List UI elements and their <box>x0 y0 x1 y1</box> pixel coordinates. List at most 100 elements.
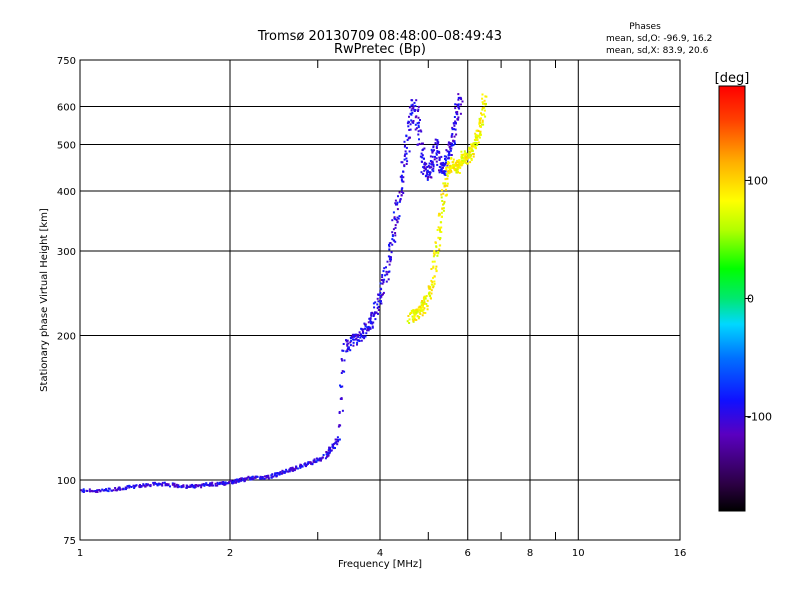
data-point <box>376 307 379 309</box>
data-point <box>94 490 97 493</box>
data-point <box>327 453 330 456</box>
data-point <box>456 103 458 106</box>
data-point <box>469 161 472 164</box>
data-point <box>288 470 291 473</box>
data-point <box>418 316 421 318</box>
data-point <box>276 472 279 474</box>
data-point <box>174 485 177 488</box>
data-point <box>439 221 442 224</box>
data-point <box>128 486 131 489</box>
data-point <box>411 111 414 114</box>
data-point <box>454 120 457 123</box>
data-point <box>209 483 212 486</box>
data-point <box>400 188 403 191</box>
data-point <box>447 163 450 166</box>
data-point <box>433 253 436 256</box>
x-tick-label: 8 <box>527 548 533 559</box>
data-point <box>404 150 407 153</box>
grid-lines <box>80 60 680 540</box>
data-point <box>466 162 469 165</box>
data-point <box>454 162 457 165</box>
data-point <box>219 481 221 484</box>
data-point <box>450 170 453 173</box>
data-point <box>472 145 475 148</box>
data-point <box>469 155 472 158</box>
data-point <box>461 156 464 159</box>
data-point <box>408 322 411 324</box>
data-point <box>422 172 425 175</box>
data-point <box>438 244 441 247</box>
data-point <box>346 343 349 346</box>
data-point <box>404 144 406 147</box>
data-point <box>193 486 196 489</box>
data-point <box>367 327 369 330</box>
data-point <box>161 481 164 484</box>
data-point <box>345 340 348 343</box>
data-point <box>469 154 472 157</box>
data-point <box>390 256 392 259</box>
data-point <box>402 176 405 179</box>
data-point <box>476 134 479 137</box>
data-point <box>369 317 372 320</box>
data-point <box>416 122 419 125</box>
data-point <box>200 486 203 489</box>
data-point <box>460 150 463 153</box>
data-point <box>271 475 274 478</box>
data-point <box>432 286 435 289</box>
data-point <box>239 477 242 480</box>
data-point <box>410 109 413 112</box>
data-point <box>410 119 413 122</box>
data-point <box>340 372 343 374</box>
data-point <box>460 98 463 101</box>
data-point <box>414 318 416 321</box>
data-point <box>401 180 404 183</box>
data-point <box>364 327 367 330</box>
data-point <box>433 282 436 285</box>
data-point <box>420 306 423 309</box>
data-point <box>422 148 425 151</box>
data-point <box>362 335 365 338</box>
data-point <box>406 160 409 163</box>
data-point <box>435 147 438 149</box>
data-point <box>112 489 115 492</box>
data-point <box>145 484 148 487</box>
data-point <box>352 344 355 347</box>
data-point <box>443 164 446 167</box>
data-point <box>233 480 236 483</box>
data-point <box>431 281 434 284</box>
x-tick-label: 2 <box>227 548 233 559</box>
data-point <box>436 254 439 257</box>
data-point <box>445 173 448 176</box>
data-point <box>428 162 431 165</box>
data-point <box>221 483 224 485</box>
data-point <box>438 248 441 251</box>
data-point <box>352 335 355 338</box>
data-point <box>454 128 457 131</box>
data-point <box>417 116 420 119</box>
data-point <box>197 484 199 487</box>
data-point <box>125 488 127 491</box>
data-point <box>428 173 431 176</box>
data-point <box>472 155 475 158</box>
data-point <box>459 96 462 99</box>
data-point <box>182 484 185 487</box>
data-point <box>403 164 406 167</box>
data-point <box>453 164 455 167</box>
data-point <box>417 105 420 108</box>
data-point <box>460 153 463 156</box>
data-point <box>442 170 445 173</box>
data-point <box>388 263 391 266</box>
data-point <box>405 157 408 160</box>
y-tick-label: 500 <box>57 141 76 152</box>
data-point <box>479 134 482 136</box>
data-point <box>425 162 428 165</box>
data-point <box>388 242 391 245</box>
data-point <box>446 177 449 180</box>
axis-ticks <box>317 60 556 540</box>
data-point <box>470 145 473 148</box>
data-point <box>232 481 235 484</box>
data-point <box>82 491 85 493</box>
data-point <box>432 167 435 170</box>
data-point <box>430 268 433 270</box>
data-point <box>343 370 346 373</box>
